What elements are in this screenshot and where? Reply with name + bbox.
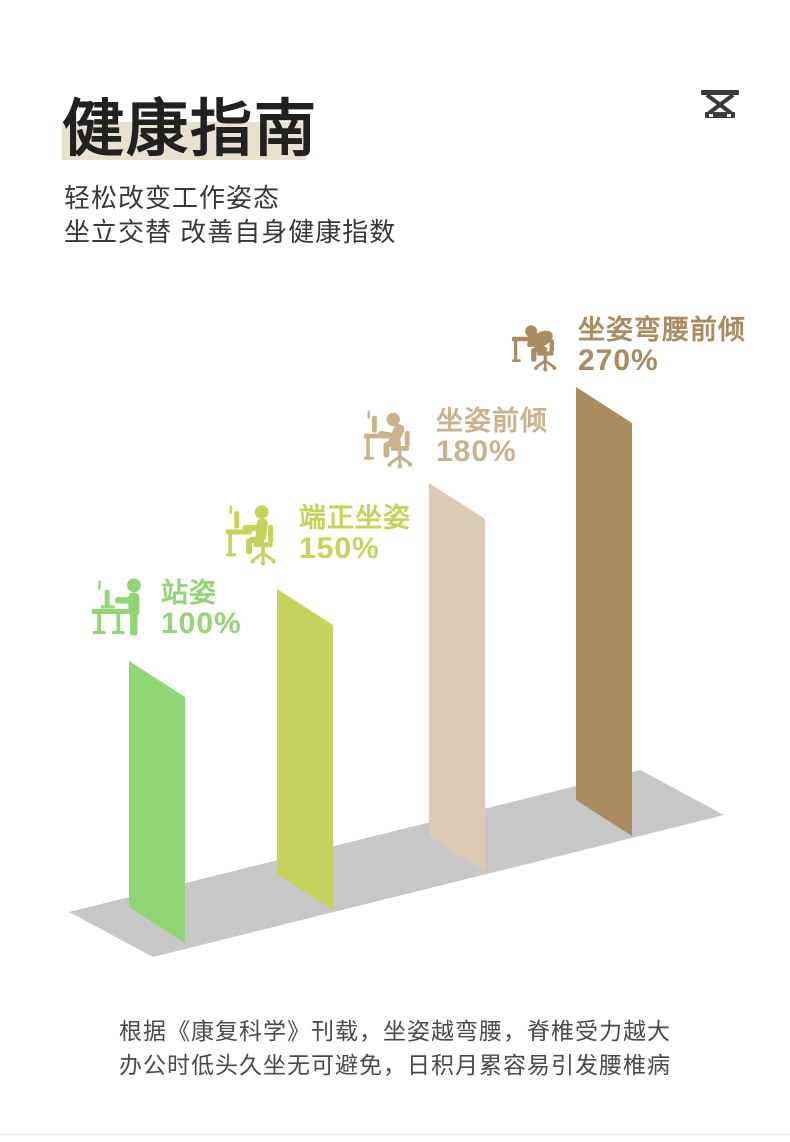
bar-value-label: 100% xyxy=(161,607,242,641)
person-standing-desk-icon xyxy=(90,575,154,648)
bar-label-standing: 站姿 100% xyxy=(90,575,242,648)
bar-label-sitting-leaning: 坐姿前倾 180% xyxy=(361,406,548,474)
bar-category-label: 站姿 xyxy=(161,578,217,608)
title-highlight-block xyxy=(62,122,306,160)
person-sitting-upright-desk-icon xyxy=(224,502,292,571)
bar-category-label: 端正坐姿 xyxy=(299,503,411,533)
bar-value-label: 150% xyxy=(299,532,380,566)
lift-desk-icon xyxy=(698,88,742,125)
person-sitting-bent-desk-icon xyxy=(509,316,571,377)
footer-note: 根据《康复科学》刊载，坐姿越弯腰，脊椎受力越大 办公时低头久坐无可避免，日积月累… xyxy=(0,1014,790,1082)
subtitle-line-2: 坐立交替 改善自身健康指数 xyxy=(64,217,397,247)
bar-category-label: 坐姿弯腰前倾 xyxy=(578,315,746,345)
chart-floor xyxy=(69,770,724,957)
person-sitting-leaning-desk-icon xyxy=(361,407,429,474)
bottom-divider xyxy=(0,1134,790,1135)
bar-label-sitting-upright: 端正坐姿 150% xyxy=(224,502,411,571)
page-title: 健康指南 xyxy=(62,95,319,164)
footer-line-1: 根据《康复科学》刊载，坐姿越弯腰，脊椎受力越大 xyxy=(119,1018,671,1044)
bar-standing xyxy=(129,661,185,943)
bar-value-label: 180% xyxy=(436,435,517,469)
footer-line-2: 办公时低头久坐无可避免，日积月累容易引发腰椎病 xyxy=(119,1052,671,1078)
subtitle-line-1: 轻松改变工作姿态 xyxy=(64,183,281,213)
bar-sitting-bent xyxy=(576,387,632,836)
bar-sitting-leaning xyxy=(429,483,485,872)
bar-label-sitting-bent: 坐姿弯腰前倾 270% xyxy=(509,315,746,378)
bar-sitting-upright xyxy=(277,589,333,910)
bar-category-label: 坐姿前倾 xyxy=(436,406,548,436)
bar-value-label: 270% xyxy=(578,344,659,378)
